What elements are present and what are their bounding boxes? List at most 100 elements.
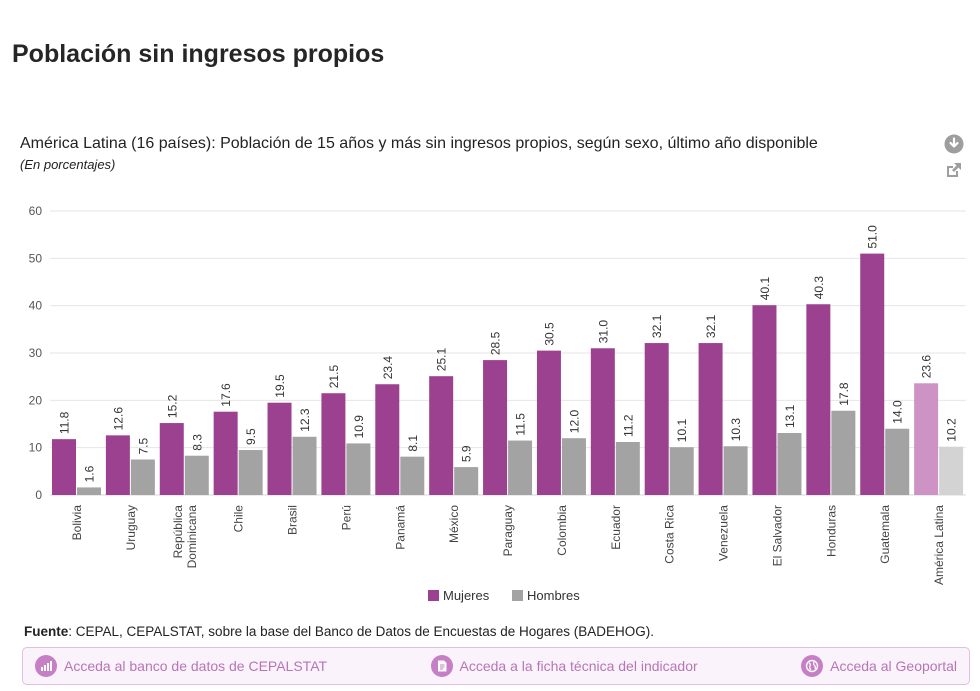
- y-tick-label: 10: [29, 441, 43, 455]
- x-tick-label-republica-dominicana: Dominicana: [185, 505, 199, 569]
- bar-mujeres-uruguay: [105, 435, 130, 495]
- x-tick-label-mexico: México: [447, 505, 461, 543]
- data-label-hombres-colombia: 12.0: [567, 410, 581, 434]
- bar-hombres-honduras: [831, 410, 856, 495]
- legend-label-mujeres: Mujeres: [443, 588, 490, 603]
- bar-hombres-el-salvador: [777, 432, 802, 495]
- data-label-mujeres-bolivia: 11.8: [58, 411, 72, 434]
- bar-hombres-venezuela: [723, 446, 748, 495]
- data-label-mujeres-chile: 17.6: [219, 383, 233, 407]
- bar-mujeres-bolivia: [52, 439, 76, 495]
- data-label-mujeres-america-latina: 23.6: [920, 355, 934, 379]
- globe-icon: [801, 655, 824, 677]
- bar-mujeres-guatemala: [860, 253, 885, 495]
- x-tick-label-republica-dominicana: República: [171, 505, 185, 559]
- page-title: Población sin ingresos propios: [12, 40, 385, 68]
- links-bar: Acceda al banco de datos de CEPALSTAT Ac…: [22, 647, 970, 685]
- data-label-hombres-panama: 8.1: [406, 435, 420, 452]
- y-tick-label: 0: [35, 488, 42, 502]
- data-label-mujeres-colombia: 30.5: [542, 322, 556, 346]
- x-tick-label-costa-rica: Costa Rica: [663, 505, 677, 564]
- data-label-hombres-republica-dominicana: 8.3: [190, 434, 204, 451]
- data-label-mujeres-panama: 23.4: [381, 356, 395, 380]
- bar-hombres-guatemala: [885, 428, 910, 495]
- y-tick-label: 30: [29, 346, 43, 360]
- cepalstat-link-label: Acceda al banco de datos de CEPALSTAT: [64, 658, 328, 674]
- geoportal-link[interactable]: Acceda al Geoportal: [801, 655, 957, 677]
- external-link-icon[interactable]: [944, 160, 964, 180]
- data-label-hombres-ecuador: 11.2: [621, 414, 635, 437]
- data-label-hombres-america-latina: 10.2: [945, 418, 959, 442]
- data-label-hombres-costa-rica: 10.1: [675, 419, 689, 443]
- y-tick-label: 60: [29, 204, 43, 218]
- bar-mujeres-chile: [213, 411, 238, 495]
- data-label-hombres-paraguay: 11.5: [514, 413, 528, 436]
- bar-mujeres-mexico: [429, 376, 454, 495]
- bar-mujeres-honduras: [806, 304, 831, 495]
- x-tick-label-paraguay: Paraguay: [501, 505, 515, 556]
- bar-hombres-paraguay: [508, 440, 533, 495]
- chart-subtitle: (En porcentajes): [20, 157, 116, 172]
- data-label-hombres-mexico: 5.9: [460, 445, 474, 462]
- x-tick-label-uruguay: Uruguay: [124, 505, 138, 550]
- data-label-hombres-chile: 9.5: [244, 428, 258, 445]
- bar-hombres-america-latina: [939, 446, 964, 495]
- geoportal-link-label: Acceda al Geoportal: [830, 658, 957, 674]
- x-tick-label-colombia: Colombia: [555, 505, 569, 556]
- y-tick-label: 20: [29, 393, 43, 407]
- data-label-mujeres-republica-dominicana: 15.2: [165, 394, 179, 418]
- download-icon[interactable]: [944, 134, 964, 154]
- data-label-hombres-bolivia: 1.6: [83, 465, 97, 482]
- data-label-mujeres-brasil: 19.5: [273, 374, 287, 398]
- chart-title: América Latina (16 países): Población de…: [20, 135, 818, 152]
- data-label-hombres-guatemala: 14.0: [891, 400, 905, 424]
- data-label-mujeres-peru: 21.5: [327, 365, 341, 389]
- data-label-hombres-honduras: 17.8: [837, 382, 851, 406]
- x-tick-label-venezuela: Venezuela: [717, 505, 731, 561]
- bar-mujeres-colombia: [536, 350, 561, 495]
- bar-hombres-ecuador: [615, 441, 640, 495]
- bar-hombres-mexico: [454, 467, 479, 495]
- bar-mujeres-america-latina: [914, 383, 939, 495]
- bar-hombres-panama: [400, 456, 425, 495]
- bar-hombres-colombia: [561, 438, 586, 495]
- bar-hombres-republica-dominicana: [184, 455, 209, 495]
- data-label-mujeres-honduras: 40.3: [812, 276, 826, 300]
- x-tick-label-peru: Perú: [339, 505, 353, 530]
- x-tick-label-bolivia: Bolivia: [70, 505, 84, 541]
- data-label-mujeres-el-salvador: 40.1: [758, 277, 772, 301]
- bar-mujeres-costa-rica: [644, 343, 669, 495]
- y-tick-label: 40: [29, 299, 43, 313]
- x-tick-label-america-latina: América Latina: [932, 505, 946, 585]
- bar-hombres-peru: [346, 443, 371, 495]
- data-label-mujeres-venezuela: 32.1: [704, 314, 718, 338]
- bar-hombres-brasil: [292, 436, 317, 495]
- bar-chart-icon: [35, 655, 57, 677]
- source-text: : CEPAL, CEPALSTAT, sobre la base del Ba…: [68, 624, 655, 639]
- legend-swatch-mujeres: [428, 590, 439, 601]
- x-tick-label-ecuador: Ecuador: [609, 505, 623, 550]
- x-tick-label-honduras: Honduras: [824, 505, 838, 557]
- data-label-hombres-uruguay: 7.5: [136, 437, 150, 454]
- bar-mujeres-panama: [375, 384, 400, 495]
- source-note: Fuente: CEPAL, CEPALSTAT, sobre la base …: [24, 624, 654, 639]
- legend-swatch-hombres: [512, 590, 523, 601]
- technical-sheet-link[interactable]: Acceda a la ficha técnica del indicador: [430, 655, 698, 677]
- cepalstat-link[interactable]: Acceda al banco de datos de CEPALSTAT: [35, 655, 327, 677]
- x-tick-label-panama: Panamá: [393, 505, 407, 550]
- data-label-hombres-peru: 10.9: [352, 415, 366, 439]
- data-label-mujeres-costa-rica: 32.1: [650, 314, 664, 338]
- bar-mujeres-ecuador: [590, 348, 615, 495]
- y-tick-label: 50: [29, 251, 43, 265]
- x-tick-label-brasil: Brasil: [286, 505, 300, 535]
- bar-mujeres-brasil: [267, 402, 292, 495]
- x-tick-label-guatemala: Guatemala: [878, 505, 892, 564]
- data-label-hombres-brasil: 12.3: [298, 408, 312, 432]
- source-label: Fuente: [24, 624, 69, 639]
- x-tick-label-el-salvador: El Salvador: [770, 505, 784, 566]
- bar-hombres-chile: [238, 450, 263, 495]
- bar-mujeres-venezuela: [698, 343, 723, 495]
- data-label-mujeres-mexico: 25.1: [435, 348, 449, 372]
- x-tick-label-chile: Chile: [232, 505, 246, 533]
- bar-mujeres-peru: [321, 393, 346, 495]
